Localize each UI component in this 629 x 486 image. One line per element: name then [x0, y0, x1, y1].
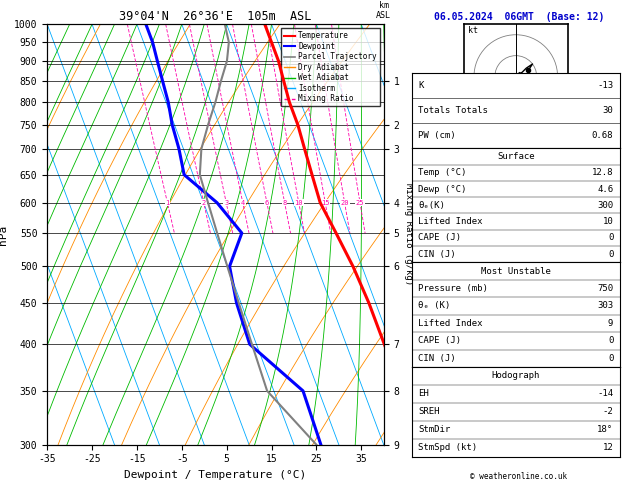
Text: 300: 300	[597, 201, 613, 210]
Text: 06.05.2024  06GMT  (Base: 12): 06.05.2024 06GMT (Base: 12)	[434, 12, 604, 22]
Text: -13: -13	[597, 81, 613, 90]
Text: 0: 0	[608, 233, 613, 243]
Text: 2: 2	[202, 200, 206, 206]
Text: -2: -2	[603, 407, 613, 417]
Text: CIN (J): CIN (J)	[418, 250, 456, 259]
Legend: Temperature, Dewpoint, Parcel Trajectory, Dry Adiabat, Wet Adiabat, Isotherm, Mi: Temperature, Dewpoint, Parcel Trajectory…	[281, 28, 380, 106]
Text: Dewp (°C): Dewp (°C)	[418, 185, 467, 193]
Text: Totals Totals: Totals Totals	[418, 106, 488, 115]
Text: -14: -14	[597, 389, 613, 399]
Text: 303: 303	[597, 301, 613, 311]
Text: 18°: 18°	[597, 425, 613, 434]
Text: 12: 12	[603, 443, 613, 452]
Text: 12.8: 12.8	[592, 168, 613, 177]
Text: SREH: SREH	[418, 407, 440, 417]
Text: 1: 1	[165, 200, 170, 206]
Text: 30: 30	[603, 106, 613, 115]
Text: km
ASL: km ASL	[376, 0, 391, 20]
Text: Lifted Index: Lifted Index	[418, 319, 482, 328]
Text: StmDir: StmDir	[418, 425, 450, 434]
Text: 10: 10	[603, 217, 613, 226]
Text: θₑ (K): θₑ (K)	[418, 301, 450, 311]
Title: 39°04'N  26°36'E  105m  ASL: 39°04'N 26°36'E 105m ASL	[120, 10, 311, 23]
Text: 0.68: 0.68	[592, 131, 613, 140]
Y-axis label: hPa: hPa	[0, 225, 8, 244]
Text: 15: 15	[321, 200, 330, 206]
Text: 0: 0	[608, 354, 613, 363]
Text: CAPE (J): CAPE (J)	[418, 233, 461, 243]
Text: K: K	[418, 81, 423, 90]
Text: 10: 10	[294, 200, 303, 206]
Text: 25: 25	[356, 200, 364, 206]
Text: EH: EH	[418, 389, 429, 399]
Text: Hodograph: Hodograph	[492, 371, 540, 381]
Text: 3: 3	[224, 200, 228, 206]
Text: Surface: Surface	[497, 152, 535, 161]
Text: 0: 0	[608, 250, 613, 259]
Text: 6: 6	[265, 200, 269, 206]
Text: θₑ(K): θₑ(K)	[418, 201, 445, 210]
Text: Temp (°C): Temp (°C)	[418, 168, 467, 177]
Text: © weatheronline.co.uk: © weatheronline.co.uk	[470, 472, 567, 481]
Text: 8: 8	[282, 200, 287, 206]
Text: Most Unstable: Most Unstable	[481, 267, 551, 276]
Text: 750: 750	[597, 284, 613, 293]
Text: 4.6: 4.6	[597, 185, 613, 193]
Text: Pressure (mb): Pressure (mb)	[418, 284, 488, 293]
Text: 9: 9	[608, 319, 613, 328]
Text: kt: kt	[468, 26, 477, 35]
Text: 0: 0	[608, 336, 613, 346]
Y-axis label: Mixing Ratio (g/kg): Mixing Ratio (g/kg)	[404, 183, 413, 286]
X-axis label: Dewpoint / Temperature (°C): Dewpoint / Temperature (°C)	[125, 470, 306, 480]
Text: CAPE (J): CAPE (J)	[418, 336, 461, 346]
Text: PW (cm): PW (cm)	[418, 131, 456, 140]
Text: Lifted Index: Lifted Index	[418, 217, 482, 226]
Text: 4: 4	[241, 200, 245, 206]
Text: StmSpd (kt): StmSpd (kt)	[418, 443, 477, 452]
Text: CIN (J): CIN (J)	[418, 354, 456, 363]
Text: 20: 20	[340, 200, 349, 206]
